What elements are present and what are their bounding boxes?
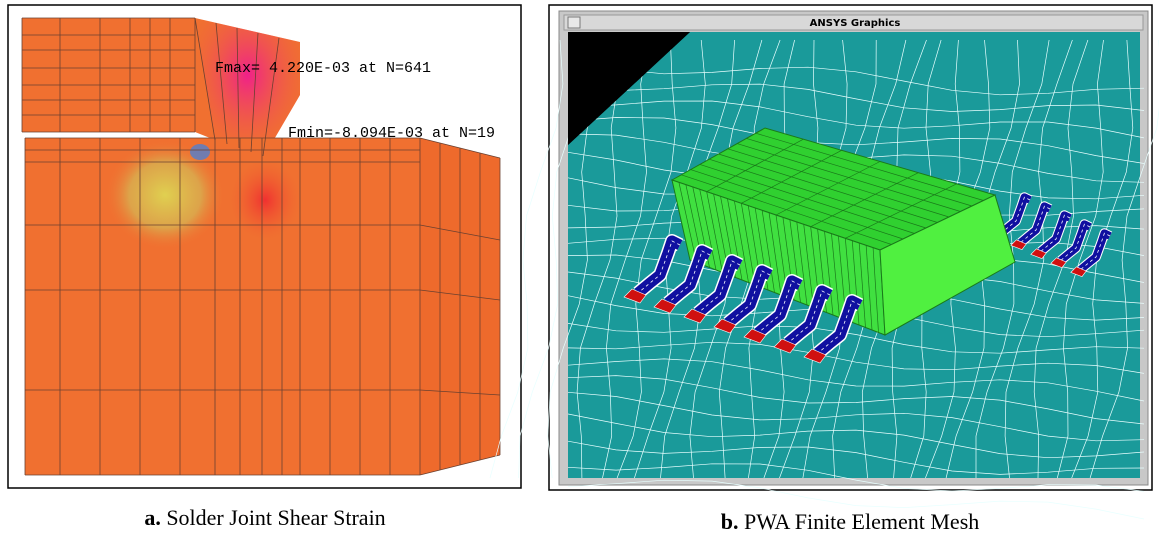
panel-b: ANSYS Graphics 5 b. PWA Finite Element M… — [490, 5, 1159, 534]
caption-text: Solder Joint Shear Strain — [166, 505, 385, 530]
strain-min-point — [190, 144, 210, 160]
caption-label: b. — [721, 509, 739, 534]
caption: a. Solder Joint Shear Strain — [144, 505, 385, 530]
caption-text: PWA Finite Element Mesh — [744, 509, 979, 534]
window-title: ANSYS Graphics — [810, 18, 901, 29]
figure-svg: Fmax= 4.220E-03 at N=641 Fmin=-8.094E-03… — [0, 0, 1159, 539]
figure: Fmax= 4.220E-03 at N=641 Fmin=-8.094E-03… — [0, 0, 1159, 539]
caption-label: a. — [144, 505, 161, 530]
annotation: Fmin=-8.094E-03 at N=19 — [288, 125, 495, 142]
annotation: Fmax= 4.220E-03 at N=641 — [215, 60, 431, 77]
window-menu-button[interactable] — [568, 17, 580, 28]
strain-region — [230, 160, 300, 240]
panel-a: Fmax= 4.220E-03 at N=641 Fmin=-8.094E-03… — [8, 5, 521, 530]
caption: b. PWA Finite Element Mesh — [721, 509, 980, 534]
